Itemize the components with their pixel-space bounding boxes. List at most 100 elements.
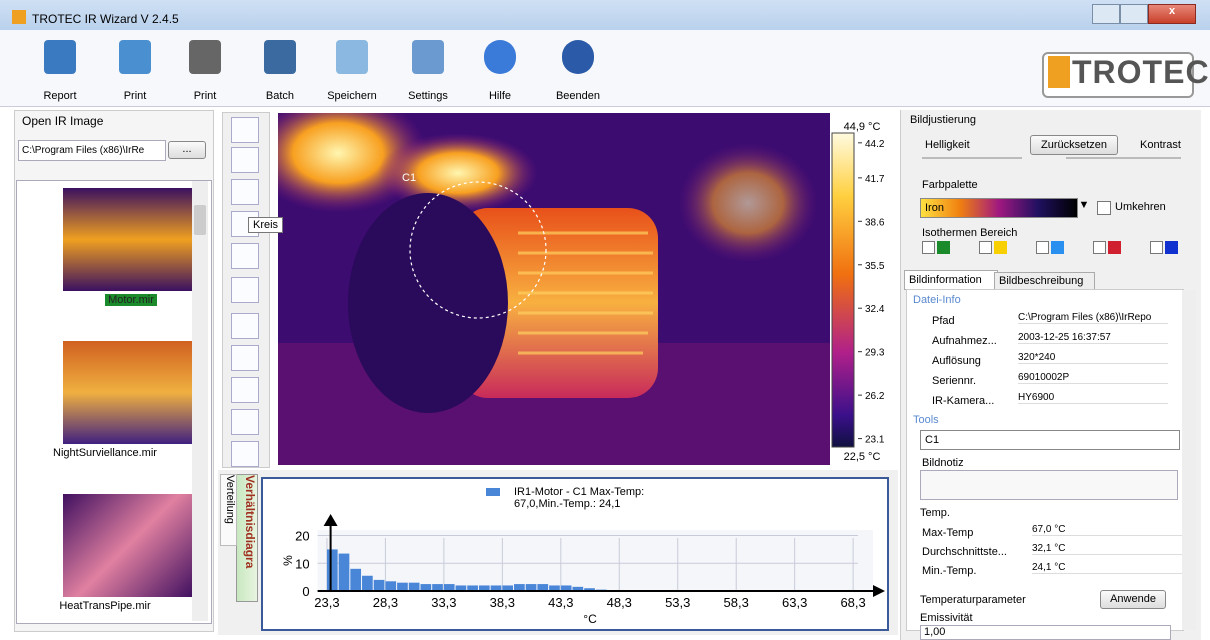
tool-button[interactable] xyxy=(231,243,259,269)
toolbar-icon[interactable] xyxy=(264,40,296,74)
info-label: IR-Kamera... xyxy=(932,395,995,407)
info-label: Auflösung xyxy=(932,355,981,367)
info-panel xyxy=(906,289,1184,631)
file-list: Motor.mir NightSurviellance.mir HeatTransP… xyxy=(16,180,212,624)
tool-column xyxy=(222,112,270,468)
iso-checkbox[interactable] xyxy=(979,241,992,254)
tab-active[interactable]: Bildinformation xyxy=(904,270,998,290)
toolbar-icon[interactable] xyxy=(412,40,444,74)
browse-button[interactable]: ... xyxy=(168,141,206,159)
colorbar: 44,9 °C 22,5 °C 44.2 41.7 38.6 35.5 32.4 29.3 26… xyxy=(830,113,895,465)
tool-button[interactable] xyxy=(231,345,259,371)
iso-checkbox[interactable] xyxy=(1093,241,1106,254)
toolbar-label[interactable]: Speichern xyxy=(327,90,377,102)
info-value: HY6900 xyxy=(1018,392,1168,404)
cooling-fins xyxy=(518,231,653,355)
label: Helligkeit xyxy=(925,139,970,151)
file-name[interactable]: NightSurviellance.mir xyxy=(53,447,157,459)
iso-checkbox[interactable] xyxy=(1150,241,1163,254)
tool-button[interactable] xyxy=(231,313,259,339)
tool-button[interactable] xyxy=(231,277,259,303)
label: Kontrast xyxy=(1140,139,1181,151)
toolbar-icon[interactable] xyxy=(119,40,151,74)
tooltip: Kreis xyxy=(248,217,284,233)
iso-color[interactable] xyxy=(994,241,1007,254)
iso-color[interactable] xyxy=(937,241,950,254)
iso-color[interactable] xyxy=(1051,241,1064,254)
tool-button[interactable] xyxy=(231,117,259,143)
info-label: Durchschnittste... xyxy=(922,546,1007,558)
path-field[interactable]: C:\Program Files (x86)\IrRe xyxy=(18,140,166,161)
label: Bildnotiz xyxy=(922,457,964,469)
measure-circle[interactable] xyxy=(409,181,547,319)
colorbar-scale xyxy=(831,132,855,448)
tab-ratio[interactable]: Verhältnisdiagra xyxy=(236,474,258,602)
info-value: 24,1 °C xyxy=(1032,562,1182,574)
label: Emissivität xyxy=(920,612,973,624)
toolbar-label[interactable]: Beenden xyxy=(555,90,601,102)
apply-button[interactable]: Anwende xyxy=(1100,590,1166,609)
minimize[interactable] xyxy=(1092,4,1120,24)
reset-button[interactable]: Zurücksetzen xyxy=(1030,135,1118,155)
label: Temp. xyxy=(920,507,950,519)
tool-button[interactable] xyxy=(231,409,259,435)
toolbar-label[interactable]: Settings xyxy=(408,90,448,102)
legend-label: IR1-Motor - C1 Max-Temp: 67,0,Min.-Temp.… xyxy=(514,486,645,510)
panel-title: Open IR Image xyxy=(22,114,104,128)
note-field[interactable] xyxy=(920,470,1178,500)
ir-image: C1 xyxy=(278,113,830,465)
tool-button[interactable] xyxy=(231,147,259,173)
thumbnail[interactable] xyxy=(63,341,193,444)
dropdown-arrow[interactable]: ▼ xyxy=(1078,199,1090,211)
hot-spot xyxy=(678,143,818,263)
tool-button[interactable] xyxy=(231,179,259,205)
toolbar-label[interactable]: Print xyxy=(123,90,147,102)
toolbar-icon[interactable] xyxy=(189,40,221,74)
file-name[interactable]: Motor.mir xyxy=(105,294,157,306)
scroll-thumb[interactable] xyxy=(194,205,206,235)
info-label: Aufnahmez... xyxy=(932,335,997,347)
toolbar-icon[interactable] xyxy=(336,40,368,74)
scrollbar xyxy=(192,181,208,621)
iso-color[interactable] xyxy=(1108,241,1121,254)
window-title: TROTEC IR Wizard V 2.4.5 xyxy=(32,12,179,26)
file-name[interactable]: HeatTransPipe.mir xyxy=(59,600,151,612)
close[interactable]: x xyxy=(1148,4,1196,24)
colorbar-tick-label: 38.6 xyxy=(865,217,885,228)
toolbar-icon[interactable] xyxy=(44,40,76,74)
tool-select[interactable]: C1 xyxy=(920,430,1180,450)
invert-checkbox[interactable] xyxy=(1097,201,1111,215)
colorbar-tick-label: 41.7 xyxy=(865,174,885,185)
info-value: C:\Program Files (x86)\IrRepo xyxy=(1018,312,1168,324)
colorbar-tick-label: 44.2 xyxy=(865,139,885,150)
iso-checkbox[interactable] xyxy=(1036,241,1049,254)
toolbar-label[interactable]: Hilfe xyxy=(488,90,511,102)
toolbar-icon[interactable] xyxy=(484,40,516,74)
colorbar-min: 22,5 °C xyxy=(844,451,881,463)
thumbnail[interactable] xyxy=(63,188,193,291)
iso-color[interactable] xyxy=(1165,241,1178,254)
iso-checkbox[interactable] xyxy=(922,241,935,254)
logo-mark xyxy=(1048,56,1070,88)
emissivity-field[interactable]: 1,00 xyxy=(920,625,1171,640)
tab-distribution[interactable]: Verteilung xyxy=(220,474,237,546)
brightness-slider[interactable] xyxy=(922,157,1022,159)
section-title: Datei-Info xyxy=(913,294,961,306)
marker-label: C1 xyxy=(402,172,416,184)
toolbar-icon[interactable] xyxy=(562,40,594,74)
toolbar-label[interactable]: Print xyxy=(193,90,217,102)
info-value: 2003-12-25 16:37:57 xyxy=(1018,332,1168,344)
maximize[interactable] xyxy=(1120,4,1148,24)
label: Isothermen Bereich xyxy=(922,227,1018,239)
tab[interactable]: Bildbeschreibung xyxy=(994,272,1095,290)
toolbar-label[interactable]: Batch xyxy=(265,90,295,102)
tool-button[interactable] xyxy=(231,377,259,403)
tool-button[interactable] xyxy=(231,441,259,467)
palette-select[interactable]: Iron xyxy=(920,198,1078,218)
thumbnail[interactable] xyxy=(63,494,193,597)
colorbar-tick-label: 26.2 xyxy=(865,391,885,402)
contrast-slider[interactable] xyxy=(1066,157,1181,159)
toolbar-label[interactable]: Report xyxy=(43,90,77,102)
logo: TROTEC xyxy=(1072,54,1210,90)
